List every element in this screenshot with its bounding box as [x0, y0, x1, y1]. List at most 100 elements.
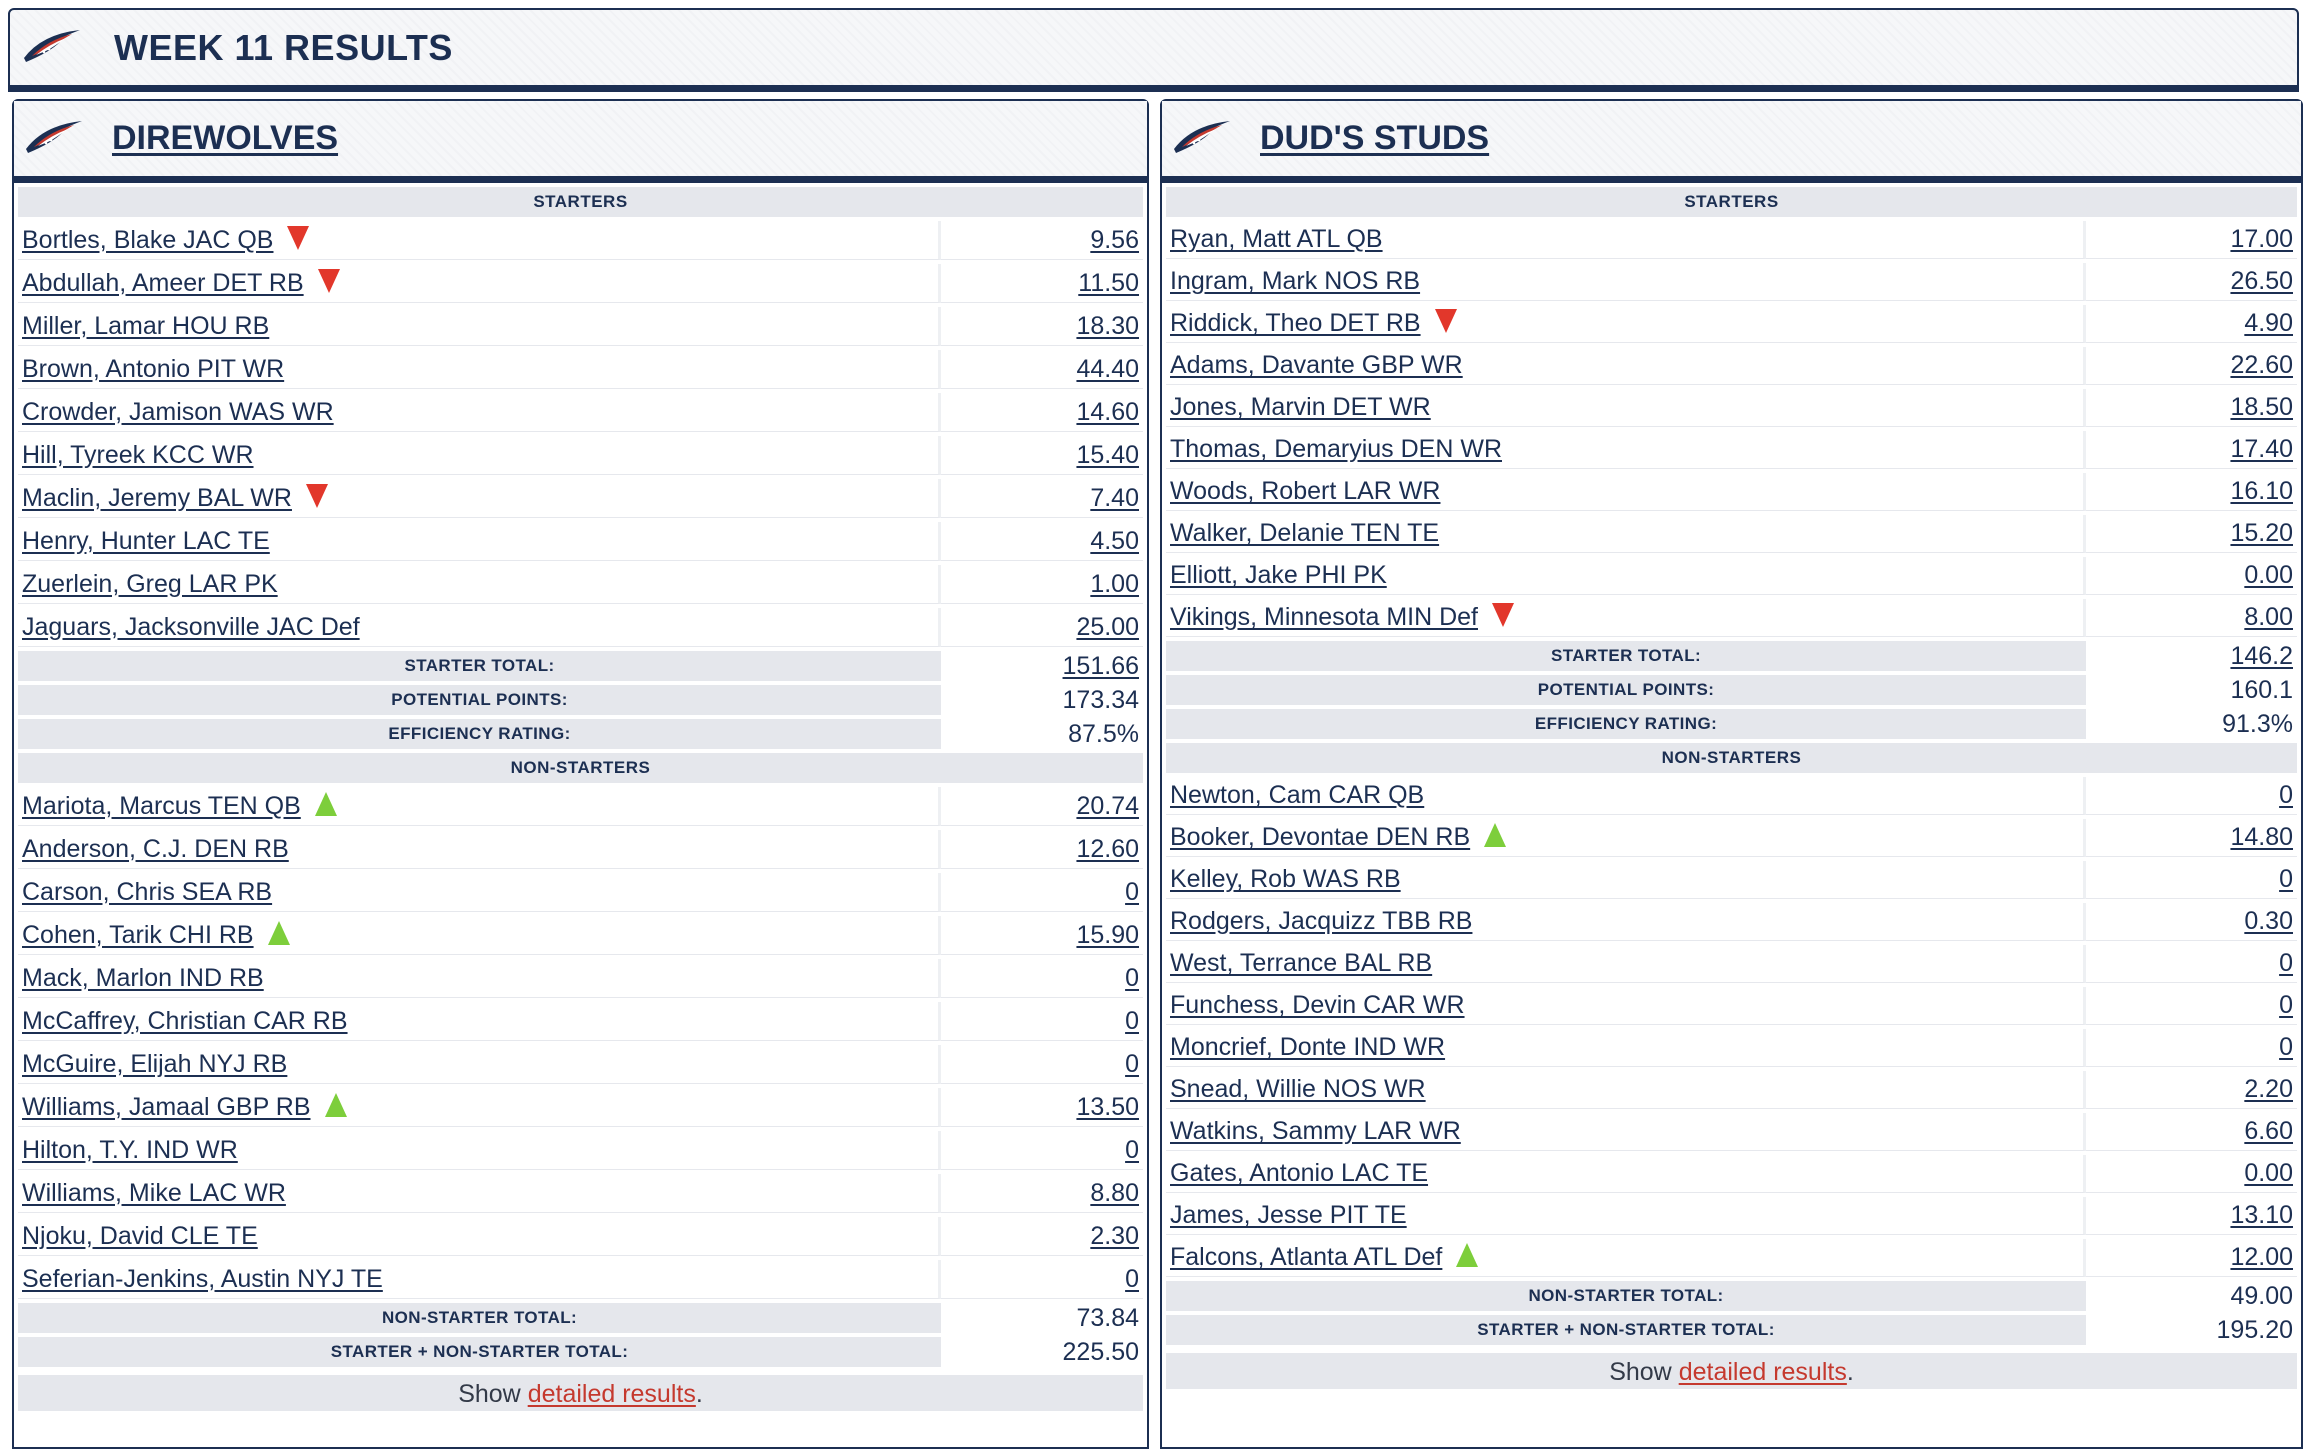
player-cell: Cohen, Tarik CHI RB [18, 916, 942, 955]
player-name-link[interactable]: McGuire, Elijah NYJ RB [22, 1049, 288, 1078]
player-points-link[interactable]: 8.00 [2244, 603, 2293, 631]
player-points-link[interactable]: 4.50 [1090, 526, 1139, 555]
player-name-link[interactable]: Williams, Mike LAC WR [22, 1178, 286, 1207]
player-name-link[interactable]: Njoku, David CLE TE [22, 1221, 258, 1250]
player-name-link[interactable]: Williams, Jamaal GBP RB [22, 1092, 311, 1121]
points-cell: 0.30 [2086, 903, 2297, 941]
player-points-link[interactable]: 11.50 [1078, 268, 1139, 297]
player-name-link[interactable]: Cohen, Tarik CHI RB [22, 920, 254, 949]
player-points-link[interactable]: 25.00 [1076, 612, 1139, 641]
total-label: STARTER + NON-STARTER TOTAL: [1166, 1315, 2087, 1345]
player-name-link[interactable]: Henry, Hunter LAC TE [22, 526, 270, 555]
player-points-link[interactable]: 1.00 [1090, 569, 1139, 598]
player-name-link[interactable]: Adams, Davante GBP WR [1170, 351, 1463, 379]
player-name-link[interactable]: Brown, Antonio PIT WR [22, 354, 285, 383]
player-name-link[interactable]: Ingram, Mark NOS RB [1170, 267, 1421, 295]
player-name-link[interactable]: Walker, Delanie TEN TE [1170, 519, 1440, 547]
player-points-link[interactable]: 17.40 [2230, 435, 2293, 463]
player-points-link[interactable]: 0 [1125, 963, 1139, 992]
player-points-link[interactable]: 0 [2279, 865, 2293, 893]
player-name-link[interactable]: Ryan, Matt ATL QB [1170, 225, 1383, 253]
player-name-link[interactable]: Carson, Chris SEA RB [22, 877, 273, 906]
player-points-link[interactable]: 8.80 [1090, 1178, 1139, 1207]
player-name-link[interactable]: Zuerlein, Greg LAR PK [22, 569, 278, 598]
player-name-link[interactable]: Abdullah, Ameer DET RB [22, 268, 304, 297]
player-points-link[interactable]: 0 [1125, 1049, 1139, 1078]
player-points-link[interactable]: 0 [2279, 991, 2293, 1019]
player-name-link[interactable]: Mack, Marlon IND RB [22, 963, 264, 992]
player-points-link[interactable]: 0 [2279, 781, 2293, 809]
player-points-link[interactable]: 13.50 [1076, 1092, 1139, 1121]
player-points-link[interactable]: 0 [1125, 1135, 1139, 1164]
player-points-link[interactable]: 9.56 [1090, 225, 1139, 254]
player-name-link[interactable]: Vikings, Minnesota MIN Def [1170, 603, 1478, 631]
player-points-link[interactable]: 18.30 [1076, 311, 1139, 340]
roster-table: STARTERS Ryan, Matt ATL QB 17.00 Ingram,… [1166, 183, 2297, 1349]
player-points-link[interactable]: 15.90 [1076, 920, 1139, 949]
player-name-link[interactable]: Gates, Antonio LAC TE [1170, 1159, 1429, 1187]
team-name-link[interactable]: DUD'S STUDS [1260, 119, 1490, 157]
player-points-link[interactable]: 20.74 [1076, 791, 1139, 820]
player-points-link[interactable]: 14.60 [1076, 397, 1139, 426]
player-points-link[interactable]: 12.00 [2230, 1243, 2293, 1271]
player-name-link[interactable]: Funchess, Devin CAR WR [1170, 991, 1465, 1019]
player-name-link[interactable]: Moncrief, Donte IND WR [1170, 1033, 1446, 1061]
player-name-link[interactable]: Newton, Cam CAR QB [1170, 781, 1425, 809]
player-points-link[interactable]: 15.20 [2230, 519, 2293, 547]
player-points-link[interactable]: 14.80 [2230, 823, 2293, 851]
detailed-results-link[interactable]: detailed results [1678, 1358, 1847, 1386]
player-points-link[interactable]: 26.50 [2230, 267, 2293, 295]
player-points-link[interactable]: 16.10 [2230, 477, 2293, 505]
player-points-link[interactable]: 0.00 [2244, 1159, 2293, 1187]
starters-header-label: STARTERS [1166, 187, 2297, 217]
total-value[interactable]: 146.2 [2230, 641, 2293, 670]
player-points-link[interactable]: 0 [2279, 1033, 2293, 1061]
player-points-link[interactable]: 17.00 [2230, 225, 2293, 253]
player-name-link[interactable]: Jones, Marvin DET WR [1170, 393, 1431, 421]
player-name-link[interactable]: Thomas, Demaryius DEN WR [1170, 435, 1502, 463]
player-points-link[interactable]: 0 [1125, 877, 1139, 906]
detailed-results-link[interactable]: detailed results [527, 1380, 696, 1408]
team-name-link[interactable]: DIREWOLVES [112, 119, 339, 157]
player-points-link[interactable]: 18.50 [2230, 393, 2293, 421]
player-name-link[interactable]: Miller, Lamar HOU RB [22, 311, 270, 340]
player-points-link[interactable]: 22.60 [2230, 351, 2293, 379]
player-name-link[interactable]: Booker, Devontae DEN RB [1170, 823, 1471, 851]
player-points-link[interactable]: 0 [2279, 949, 2293, 977]
player-points-link[interactable]: 0 [1125, 1264, 1139, 1293]
player-name-link[interactable]: James, Jesse PIT TE [1170, 1201, 1407, 1229]
player-points-link[interactable]: 15.40 [1076, 440, 1139, 469]
player-name-link[interactable]: Hill, Tyreek KCC WR [22, 440, 254, 469]
player-points-link[interactable]: 0.00 [2244, 561, 2293, 589]
player-name-link[interactable]: Snead, Willie NOS WR [1170, 1075, 1426, 1103]
player-name-link[interactable]: Watkins, Sammy LAR WR [1170, 1117, 1461, 1145]
player-points-link[interactable]: 13.10 [2230, 1201, 2293, 1229]
player-points-link[interactable]: 2.20 [2244, 1075, 2293, 1103]
player-name-link[interactable]: Anderson, C.J. DEN RB [22, 834, 289, 863]
player-name-link[interactable]: Rodgers, Jacquizz TBB RB [1170, 907, 1473, 935]
player-row: Elliott, Jake PHI PK 0.00 [1166, 557, 2297, 595]
player-name-link[interactable]: Bortles, Blake JAC QB [22, 225, 274, 254]
player-points-link[interactable]: 0.30 [2244, 907, 2293, 935]
player-points-link[interactable]: 12.60 [1076, 834, 1139, 863]
player-points-link[interactable]: 0 [1125, 1006, 1139, 1035]
player-name-link[interactable]: Riddick, Theo DET RB [1170, 309, 1421, 337]
player-name-link[interactable]: Mariota, Marcus TEN QB [22, 791, 301, 820]
player-name-link[interactable]: Seferian-Jenkins, Austin NYJ TE [22, 1264, 383, 1293]
player-name-link[interactable]: Maclin, Jeremy BAL WR [22, 483, 292, 512]
player-points-link[interactable]: 4.90 [2244, 309, 2293, 337]
player-name-link[interactable]: Elliott, Jake PHI PK [1170, 561, 1387, 589]
player-points-link[interactable]: 44.40 [1076, 354, 1139, 383]
player-points-link[interactable]: 2.30 [1090, 1221, 1139, 1250]
player-name-link[interactable]: Crowder, Jamison WAS WR [22, 397, 334, 426]
player-points-link[interactable]: 7.40 [1090, 483, 1139, 512]
player-name-link[interactable]: West, Terrance BAL RB [1170, 949, 1433, 977]
player-name-link[interactable]: Falcons, Atlanta ATL Def [1170, 1243, 1443, 1271]
player-name-link[interactable]: McCaffrey, Christian CAR RB [22, 1006, 348, 1035]
player-name-link[interactable]: Woods, Robert LAR WR [1170, 477, 1441, 505]
player-name-link[interactable]: Hilton, T.Y. IND WR [22, 1135, 238, 1164]
total-value[interactable]: 151.66 [1062, 651, 1139, 680]
player-points-link[interactable]: 6.60 [2244, 1117, 2293, 1145]
player-name-link[interactable]: Jaguars, Jacksonville JAC Def [22, 612, 360, 641]
player-name-link[interactable]: Kelley, Rob WAS RB [1170, 865, 1401, 893]
